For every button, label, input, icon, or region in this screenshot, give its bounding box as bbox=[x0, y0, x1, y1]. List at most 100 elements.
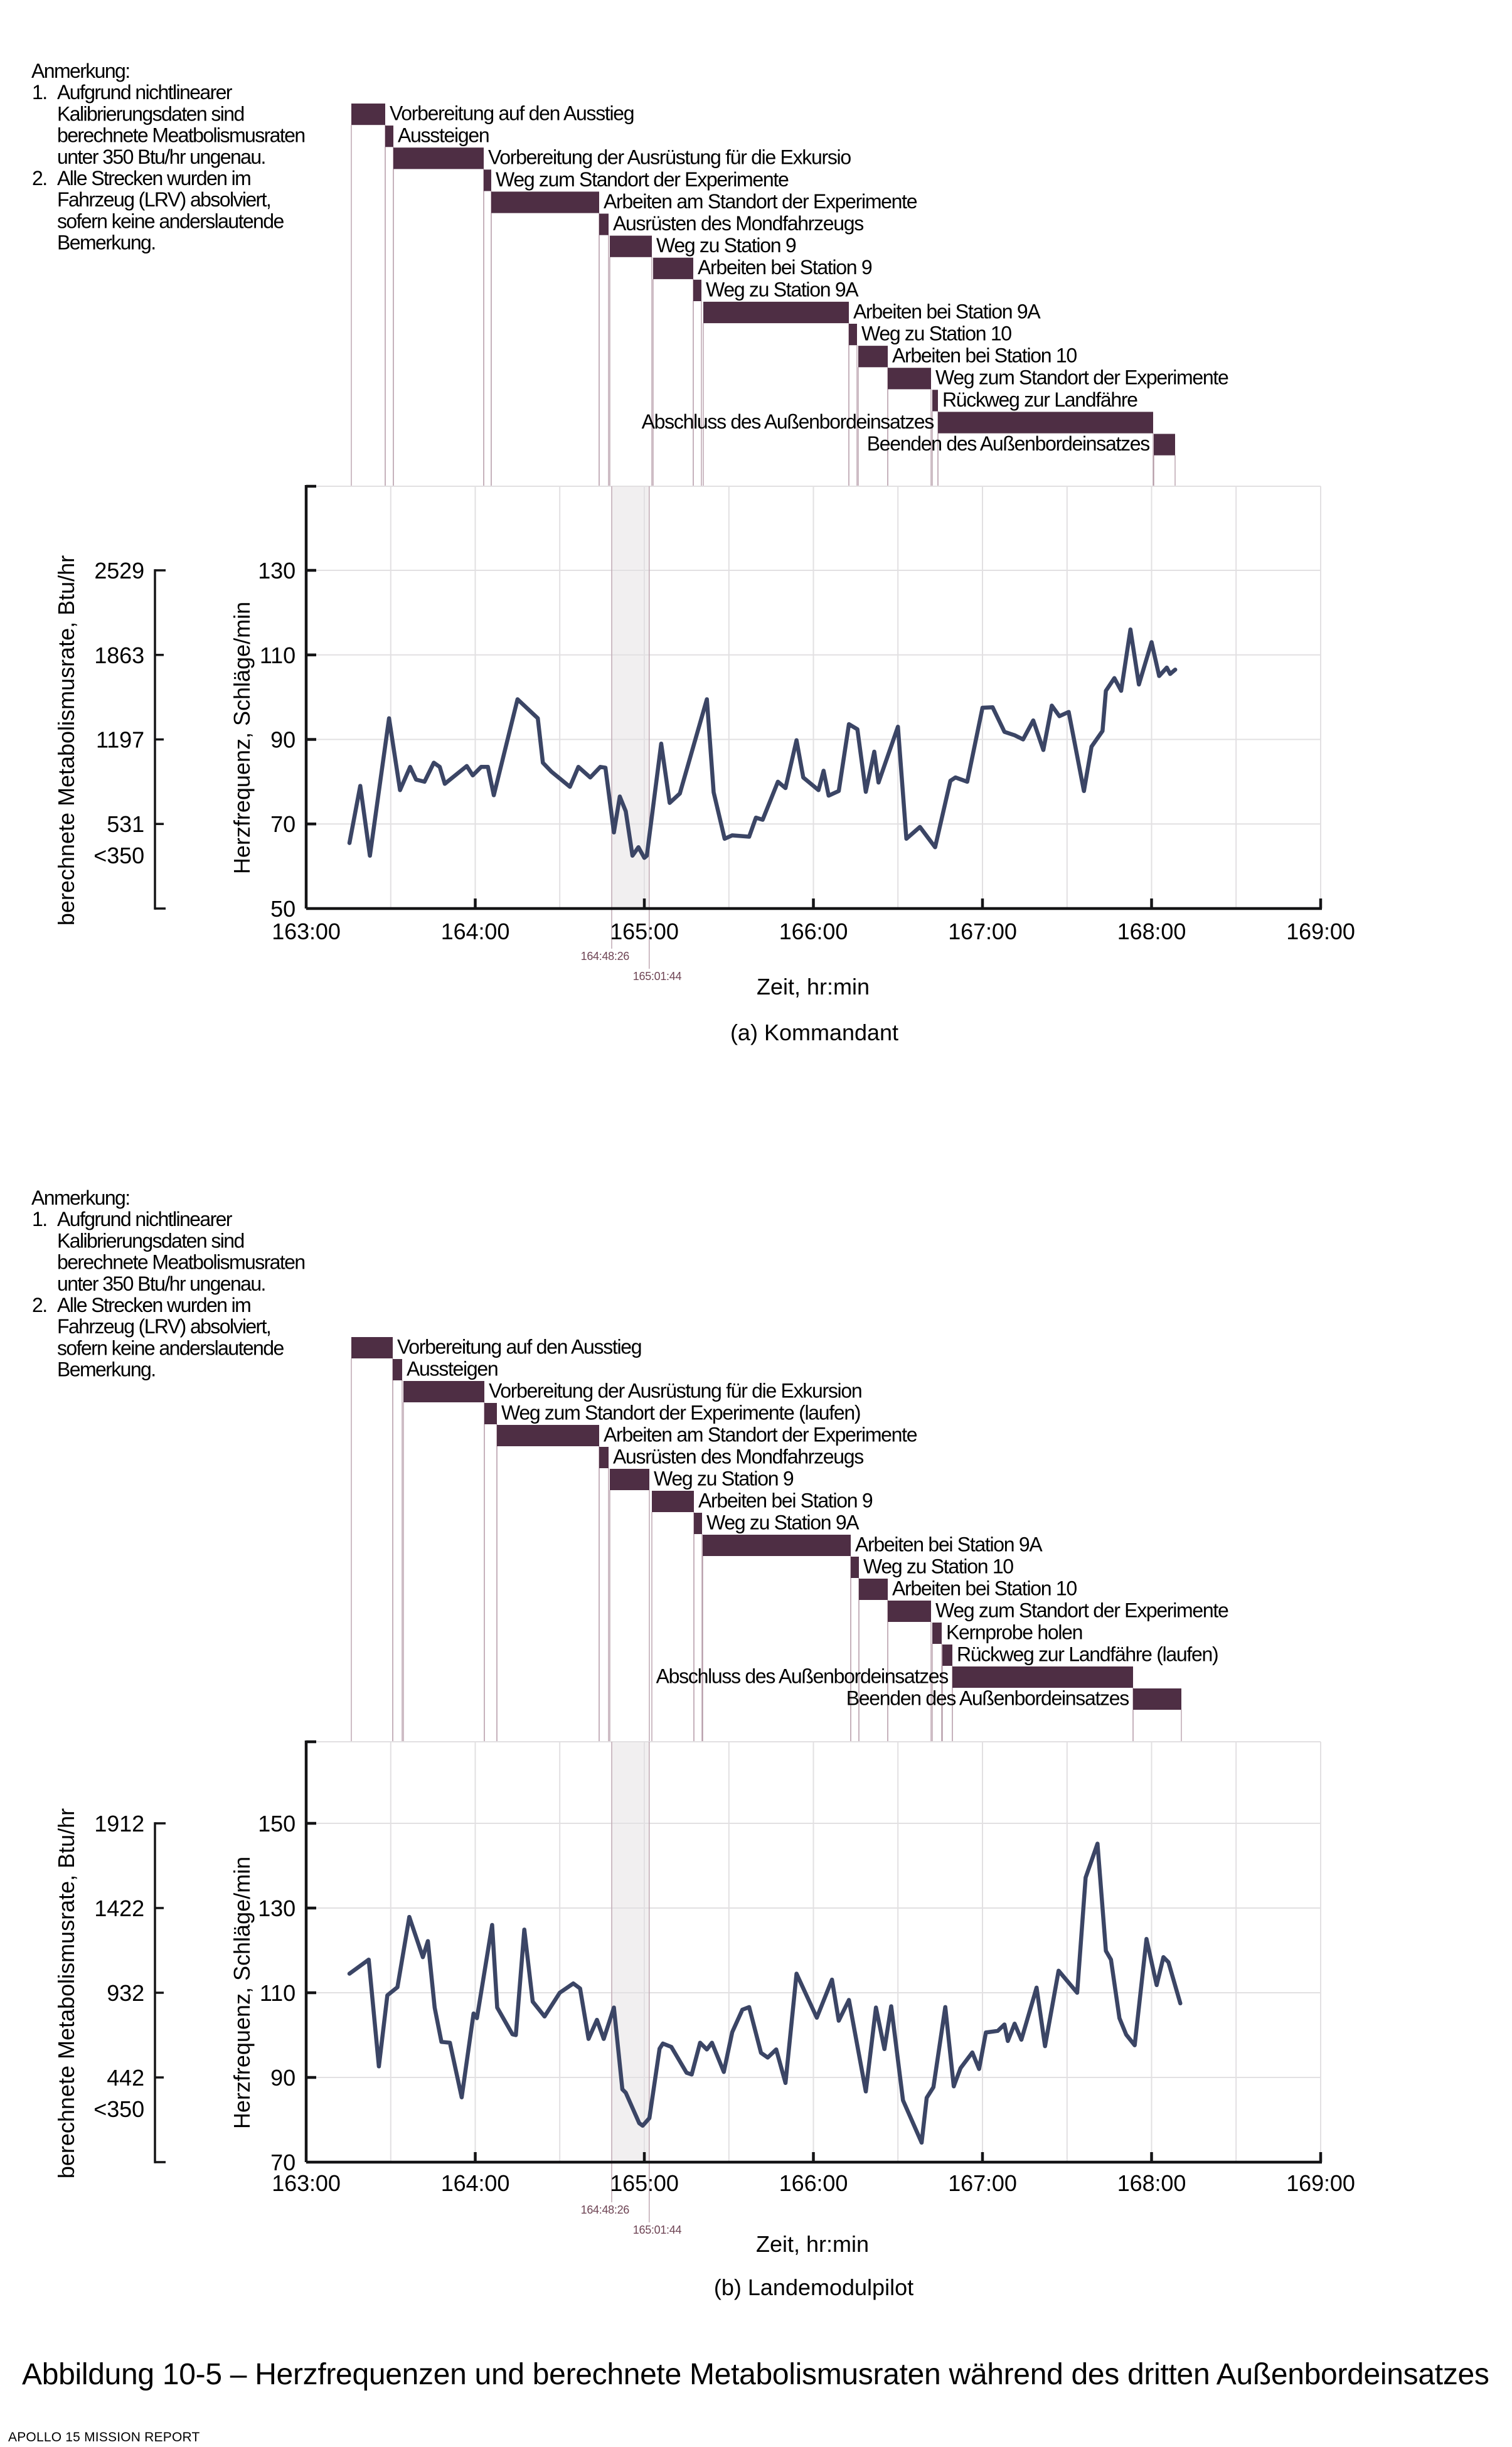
svg-text:442: 442 bbox=[107, 2065, 144, 2091]
svg-text:169:00: 169:00 bbox=[1286, 919, 1355, 944]
svg-text:110: 110 bbox=[260, 1980, 295, 2006]
svg-text:Ausrüsten des Mondfahrzeugs: Ausrüsten des Mondfahrzeugs bbox=[613, 212, 863, 235]
svg-text:Arbeiten bei Station 10: Arbeiten bei Station 10 bbox=[892, 1577, 1077, 1600]
svg-text:Kalibrierungsdaten sind: Kalibrierungsdaten sind bbox=[57, 1229, 244, 1252]
svg-text:Weg zu Station 9: Weg zu Station 9 bbox=[654, 1468, 794, 1490]
svg-text:unter 350 Btu/hr ungenau.: unter 350 Btu/hr ungenau. bbox=[57, 1272, 265, 1295]
svg-text:150: 150 bbox=[258, 1811, 295, 1837]
svg-text:Bemerkung.: Bemerkung. bbox=[57, 232, 156, 254]
svg-text:Weg zum Standort der Experimen: Weg zum Standort der Experimente bbox=[496, 168, 789, 191]
svg-text:Anmerkung:: Anmerkung: bbox=[31, 60, 130, 82]
svg-text:165:01:44: 165:01:44 bbox=[633, 970, 682, 983]
svg-text:berechnete Metabolismusrate, B: berechnete Metabolismusrate, Btu/hr bbox=[53, 1808, 79, 2178]
svg-text:70: 70 bbox=[270, 2150, 295, 2175]
svg-text:Arbeiten bei Station 9A: Arbeiten bei Station 9A bbox=[853, 300, 1041, 323]
svg-text:Beenden des Außenbordeinsatzes: Beenden des Außenbordeinsatzes bbox=[846, 1687, 1129, 1710]
svg-text:Alle Strecken wurden im: Alle Strecken wurden im bbox=[57, 1294, 250, 1316]
svg-text:163:00: 163:00 bbox=[272, 919, 341, 944]
svg-text:164:00: 164:00 bbox=[441, 2170, 510, 2196]
svg-text:167:00: 167:00 bbox=[948, 2170, 1017, 2196]
svg-text:Vorbereitung der Ausrüstung fü: Vorbereitung der Ausrüstung für die Exku… bbox=[489, 1380, 861, 1402]
svg-text:165:00: 165:00 bbox=[610, 919, 679, 944]
svg-text:164:48:26: 164:48:26 bbox=[581, 950, 630, 962]
svg-text:163:00: 163:00 bbox=[272, 2170, 341, 2196]
svg-text:unter 350 Btu/hr ungenau.: unter 350 Btu/hr ungenau. bbox=[57, 146, 265, 168]
svg-text:APOLLO 15 MISSION REPORT: APOLLO 15 MISSION REPORT bbox=[8, 2430, 200, 2444]
svg-text:2529: 2529 bbox=[94, 558, 144, 584]
svg-text:167:00: 167:00 bbox=[948, 919, 1017, 944]
svg-text:168:00: 168:00 bbox=[1117, 2170, 1186, 2196]
svg-text:Bemerkung.: Bemerkung. bbox=[57, 1358, 156, 1381]
svg-text:Weg zu Station 9A: Weg zu Station 9A bbox=[706, 1511, 860, 1534]
svg-text:Weg zu Station 10: Weg zu Station 10 bbox=[861, 323, 1011, 345]
svg-text:1912: 1912 bbox=[94, 1811, 144, 1837]
svg-text:531: 531 bbox=[107, 811, 144, 837]
svg-text:110: 110 bbox=[260, 642, 295, 668]
svg-text:Arbeiten bei Station 9A: Arbeiten bei Station 9A bbox=[855, 1533, 1043, 1556]
svg-text:90: 90 bbox=[270, 727, 295, 753]
svg-text:168:00: 168:00 bbox=[1117, 919, 1186, 944]
svg-text:Weg zum Standort der Experimen: Weg zum Standort der Experimente bbox=[935, 1599, 1228, 1622]
svg-text:<350: <350 bbox=[93, 2096, 144, 2122]
svg-text:Beenden des Außenbordeinsatzes: Beenden des Außenbordeinsatzes bbox=[867, 432, 1150, 455]
svg-text:Herzfrequenz, Schläge/min: Herzfrequenz, Schläge/min bbox=[229, 602, 255, 874]
svg-text:sofern keine anderslautende: sofern keine anderslautende bbox=[57, 1336, 284, 1359]
svg-text:Aussteigen: Aussteigen bbox=[407, 1358, 498, 1380]
svg-text:Arbeiten am Standort der Exper: Arbeiten am Standort der Experimente bbox=[604, 190, 917, 213]
svg-text:70: 70 bbox=[270, 811, 295, 837]
svg-text:berechnete Meatbolismusraten: berechnete Meatbolismusraten bbox=[57, 124, 305, 147]
svg-text:1.: 1. bbox=[32, 81, 47, 104]
svg-text:1422: 1422 bbox=[94, 1895, 144, 1921]
svg-text:165:00: 165:00 bbox=[610, 2170, 679, 2196]
svg-text:2.: 2. bbox=[32, 1294, 47, 1316]
svg-text:169:00: 169:00 bbox=[1286, 2170, 1355, 2196]
svg-text:90: 90 bbox=[270, 2065, 295, 2091]
svg-text:164:48:26: 164:48:26 bbox=[581, 2204, 630, 2216]
svg-text:sofern keine anderslautende: sofern keine anderslautende bbox=[57, 210, 284, 232]
svg-text:Weg zu Station 10: Weg zu Station 10 bbox=[863, 1555, 1013, 1578]
svg-text:berechnete Metabolismusrate, B: berechnete Metabolismusrate, Btu/hr bbox=[53, 555, 79, 925]
svg-text:1863: 1863 bbox=[94, 642, 144, 668]
svg-text:Aussteigen: Aussteigen bbox=[398, 124, 489, 147]
svg-text:Arbeiten bei Station 9: Arbeiten bei Station 9 bbox=[698, 256, 872, 279]
svg-text:berechnete Meatbolismusraten: berechnete Meatbolismusraten bbox=[57, 1251, 305, 1274]
svg-text:Vorbereitung der Ausrüstung fü: Vorbereitung der Ausrüstung für die Exku… bbox=[488, 146, 851, 169]
svg-text:Vorbereitung auf den Ausstieg: Vorbereitung auf den Ausstieg bbox=[397, 1336, 641, 1358]
svg-text:165:01:44: 165:01:44 bbox=[633, 2224, 682, 2236]
svg-text:164:00: 164:00 bbox=[441, 919, 510, 944]
svg-text:130: 130 bbox=[258, 558, 295, 584]
svg-text:(a) Kommandant: (a) Kommandant bbox=[730, 1020, 898, 1045]
svg-text:Weg zum Standort der Experimen: Weg zum Standort der Experimente (laufen… bbox=[501, 1402, 860, 1424]
svg-text:Fahrzeug (LRV) absolviert,: Fahrzeug (LRV) absolviert, bbox=[57, 188, 270, 211]
svg-text:50: 50 bbox=[270, 896, 295, 922]
svg-text:Arbeiten bei Station 9: Arbeiten bei Station 9 bbox=[698, 1490, 873, 1512]
svg-text:Fahrzeug (LRV) absolviert,: Fahrzeug (LRV) absolviert, bbox=[57, 1315, 270, 1338]
svg-text:Kalibrierungsdaten sind: Kalibrierungsdaten sind bbox=[57, 102, 244, 125]
svg-text:Aufgrund nichtlinearer: Aufgrund nichtlinearer bbox=[57, 81, 233, 104]
svg-text:130: 130 bbox=[258, 1895, 295, 1921]
svg-text:Abbildung 10-5 – Herzfrequenze: Abbildung 10-5 – Herzfrequenzen und bere… bbox=[22, 2358, 1489, 2391]
svg-text:Arbeiten am Standort der Exper: Arbeiten am Standort der Experimente bbox=[604, 1424, 917, 1446]
svg-text:Herzfrequenz, Schläge/min: Herzfrequenz, Schläge/min bbox=[229, 1857, 255, 2129]
svg-text:Arbeiten bei Station 10: Arbeiten bei Station 10 bbox=[892, 344, 1077, 367]
svg-text:Vorbereitung auf den Ausstieg: Vorbereitung auf den Ausstieg bbox=[390, 102, 634, 125]
svg-text:2.: 2. bbox=[32, 167, 47, 189]
svg-text:Zeit, hr:min: Zeit, hr:min bbox=[757, 974, 870, 1000]
svg-text:Kernprobe holen: Kernprobe holen bbox=[946, 1621, 1082, 1644]
svg-text:Abschluss des Außenbordeinsatz: Abschluss des Außenbordeinsatzes bbox=[642, 410, 934, 433]
svg-text:166:00: 166:00 bbox=[779, 919, 848, 944]
svg-text:Zeit, hr:min: Zeit, hr:min bbox=[756, 2231, 869, 2257]
svg-text:166:00: 166:00 bbox=[779, 2170, 848, 2196]
svg-text:Weg zum Standort der Experimen: Weg zum Standort der Experimente bbox=[935, 366, 1228, 389]
svg-text:Weg zu Station 9A: Weg zu Station 9A bbox=[706, 278, 859, 301]
svg-text:<350: <350 bbox=[93, 843, 144, 868]
svg-text:Aufgrund nichtlinearer: Aufgrund nichtlinearer bbox=[57, 1208, 233, 1230]
svg-text:Abschluss des Außenbordeinsatz: Abschluss des Außenbordeinsatzes bbox=[656, 1665, 949, 1688]
svg-text:932: 932 bbox=[107, 1980, 144, 2006]
svg-text:(b) Landemodulpilot: (b) Landemodulpilot bbox=[714, 2274, 913, 2300]
svg-text:1.: 1. bbox=[32, 1208, 47, 1230]
svg-text:Ausrüsten des Mondfahrzeugs: Ausrüsten des Mondfahrzeugs bbox=[613, 1446, 863, 1468]
svg-text:Alle Strecken wurden im: Alle Strecken wurden im bbox=[57, 167, 250, 189]
svg-text:Rückweg zur Landfähre: Rückweg zur Landfähre bbox=[942, 388, 1137, 411]
svg-text:Anmerkung:: Anmerkung: bbox=[31, 1186, 130, 1209]
